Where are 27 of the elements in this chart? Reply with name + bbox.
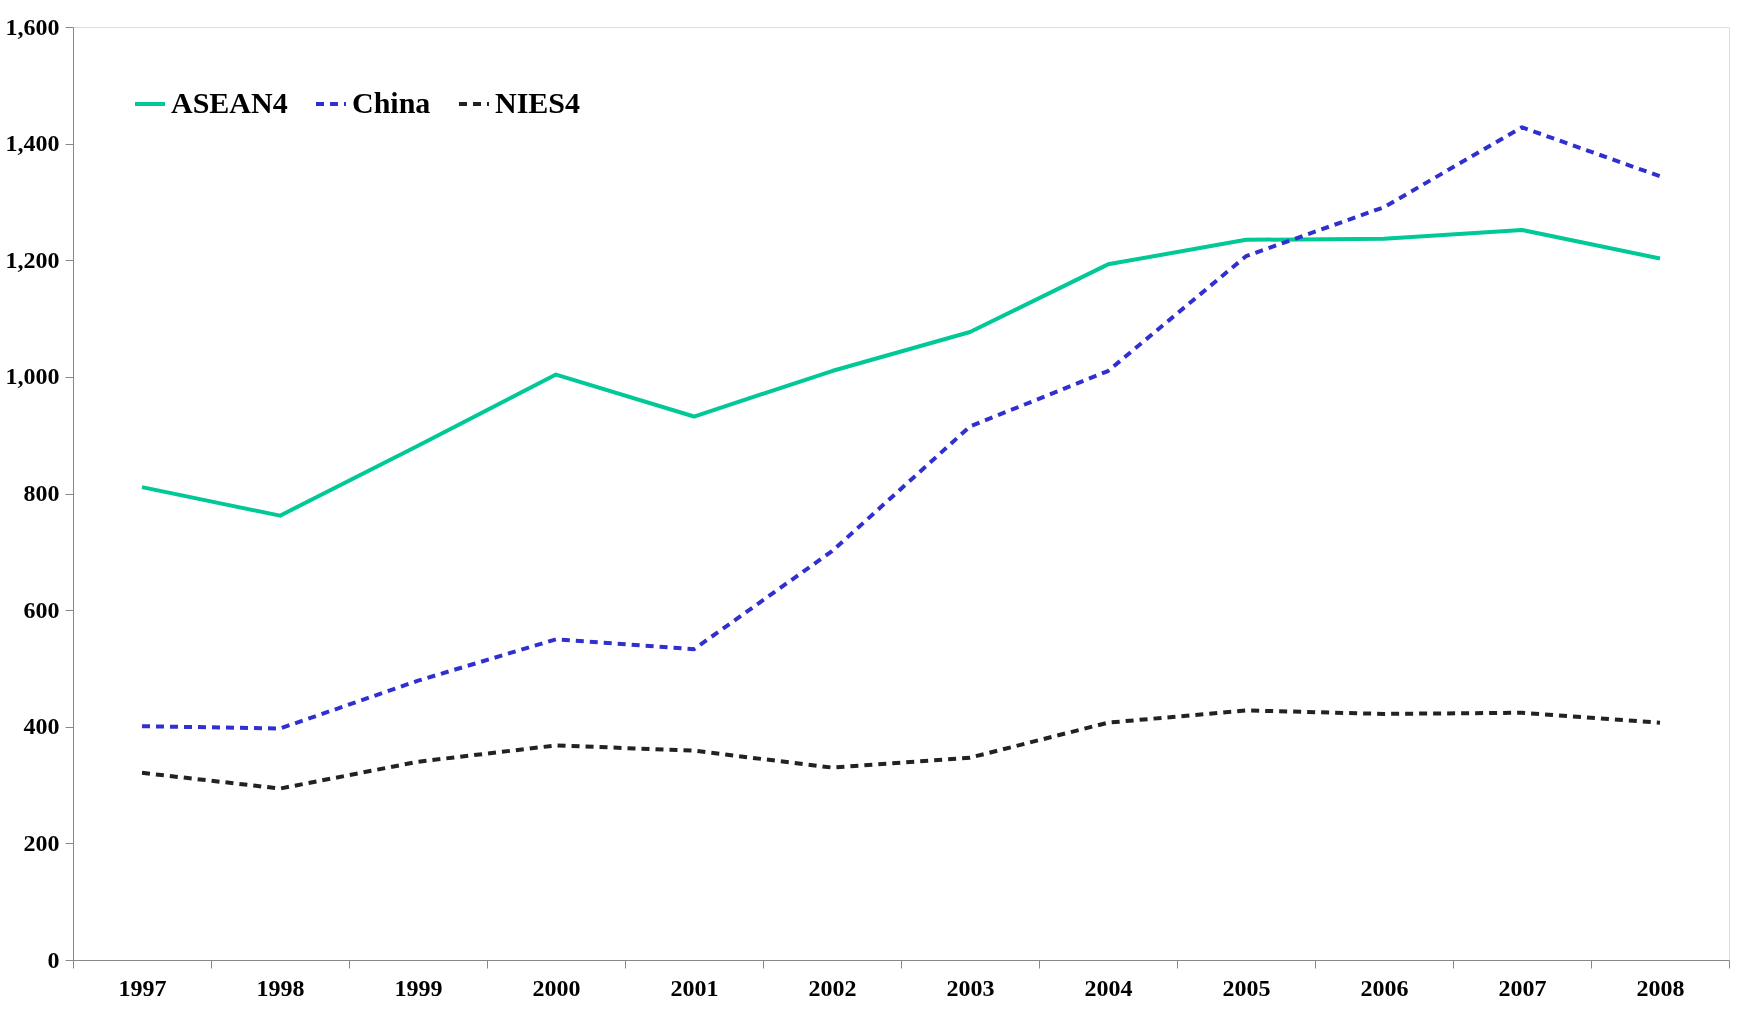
y-tick-label: 1,000 [5,363,60,390]
y-tick-label: 1,200 [5,246,60,273]
y-tick-label: 400 [23,713,60,740]
legend-label: NIES4 [495,86,581,119]
y-tick-label: 1,400 [5,130,60,157]
x-tick-label: 2003 [946,974,995,1001]
x-tick-label: 1999 [394,974,443,1001]
legend-label: ASEAN4 [171,86,288,119]
x-tick-label: 1997 [118,974,167,1001]
x-tick-label: 2004 [1084,974,1133,1001]
x-tick-label: 2000 [532,974,581,1001]
x-tick-label: 2006 [1360,974,1409,1001]
line-series [140,227,1662,518]
y-tick-label: 600 [23,596,60,623]
x-tick-label: 1998 [256,974,305,1001]
x-tick-label: 2002 [808,974,857,1001]
x-tick-label: 2001 [670,974,719,1001]
y-tick-label: 800 [23,480,60,506]
line-series [140,125,1662,731]
y-tick-label: 200 [23,829,60,856]
line-series [140,708,1662,791]
y-tick-label: 0 [47,946,60,973]
legend-label: China [352,86,431,119]
x-tick-label: 2007 [1498,974,1547,1001]
x-tick-label: 2008 [1636,974,1685,1001]
x-tick-label: 2005 [1222,974,1271,1001]
y-tick-label: 1,600 [5,13,60,40]
